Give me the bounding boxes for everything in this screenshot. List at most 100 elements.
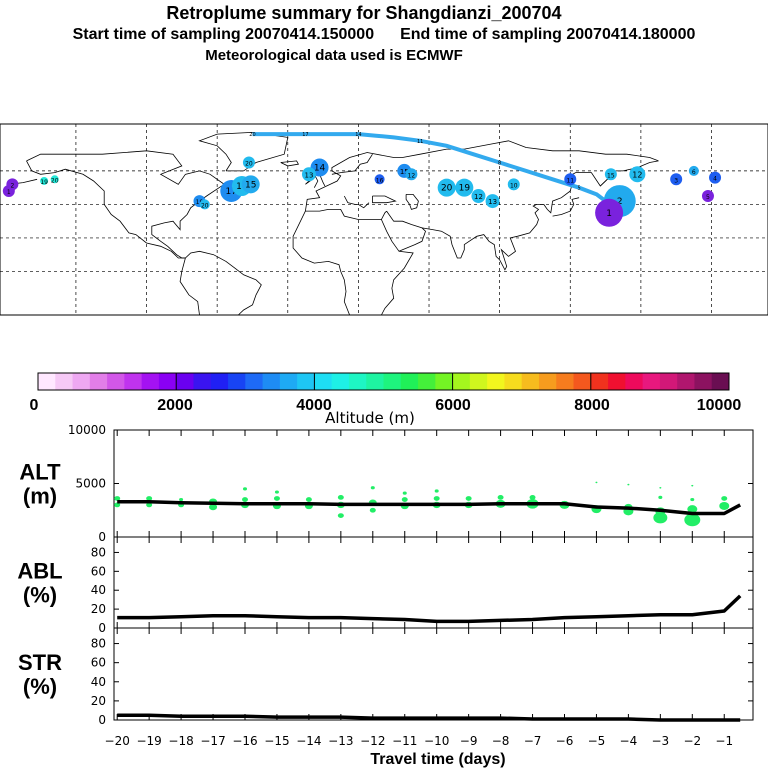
panel-abl: 80 60 40 20 0 ABL(%)	[17, 536, 754, 635]
plume-cluster: 15	[604, 168, 617, 181]
altitude-point	[402, 491, 407, 495]
plume-cluster: 2	[6, 178, 19, 191]
y-tick-label: 5000	[75, 477, 106, 491]
x-tick-label: −8	[492, 734, 510, 748]
colorbar-swatch	[677, 373, 695, 390]
cluster-blob	[701, 190, 714, 203]
colorbar-swatch	[366, 373, 384, 390]
altitude-point	[627, 483, 630, 486]
cluster-blob	[6, 178, 19, 191]
altitude-point	[684, 513, 701, 527]
colorbar-swatch	[55, 373, 74, 390]
altitude-point	[653, 512, 668, 524]
plume-cluster: 19	[455, 178, 474, 197]
cluster-blob	[604, 168, 617, 181]
sampling-times: Start time of sampling 20070414.150000 En…	[0, 26, 768, 44]
colorbar-swatch	[124, 373, 143, 390]
plume-cluster: 10	[507, 178, 520, 191]
cluster-day-label: 20	[201, 202, 209, 209]
cluster-blob	[670, 173, 683, 186]
colorbar-swatch	[228, 373, 246, 390]
y-tick-label: 20	[91, 602, 106, 616]
altitude-point	[691, 484, 694, 487]
altitude-point	[497, 495, 504, 500]
colorbar-swatch	[521, 373, 540, 390]
cluster-day-label: 1	[7, 189, 11, 196]
coastline	[372, 195, 397, 204]
coastline	[179, 257, 200, 316]
panel-ylabel: STR	[18, 650, 62, 675]
y-tick-label: 80	[91, 637, 106, 651]
cluster-day-label: 2	[10, 182, 14, 189]
plume-cluster: 20	[437, 178, 456, 197]
cluster-day-label: 12	[408, 172, 416, 179]
colorbar-tick-label: 8000	[574, 397, 610, 414]
plume-cluster: 15	[241, 175, 260, 194]
x-tick-label: −18	[168, 734, 193, 748]
colorbar-title: Altitude (m)	[325, 409, 415, 427]
colorbar-swatch	[348, 373, 367, 390]
plume-cluster: 20	[50, 175, 59, 184]
panel-frame	[113, 627, 754, 721]
y-tick-label: 80	[91, 545, 106, 559]
x-tick-label: −1	[715, 734, 733, 748]
plume-cluster: 11	[564, 173, 577, 186]
track-day-label: 20	[249, 132, 255, 138]
colorbar-swatch	[452, 373, 471, 390]
cluster-blob	[471, 189, 486, 204]
altitude-point	[114, 496, 121, 501]
altitude-point	[370, 486, 375, 490]
cluster-day-label: 15	[400, 168, 409, 176]
plume-cluster: 20	[242, 156, 255, 169]
time-series-panels: 1000050000ALT(m)806040200ABL(%)806040200…	[17, 423, 754, 768]
y-tick-label: 60	[91, 564, 106, 578]
series-line	[117, 594, 742, 624]
coastline	[343, 195, 370, 209]
cluster-day-label: 4	[713, 176, 717, 183]
plume-cluster: 3	[670, 173, 683, 186]
plume-cluster: 12	[629, 166, 646, 183]
met-data-label: Meteorological data used is ECMWF	[205, 47, 463, 64]
altitude-colorbar	[37, 372, 730, 391]
altitude-point	[369, 507, 376, 513]
x-tick-label: −15	[264, 734, 289, 748]
map-frame	[0, 123, 768, 316]
x-tick-label: −16	[232, 734, 257, 748]
altitude-point	[719, 501, 730, 510]
end-time-label: End time of sampling 20070414.180000	[400, 26, 696, 43]
y-tick-label: 10000	[68, 423, 106, 437]
cluster-blob	[242, 156, 255, 169]
cluster-blob	[374, 174, 385, 185]
colorbar-swatch	[383, 373, 402, 390]
plume-cluster: 20	[199, 199, 210, 210]
colorbar-swatch	[418, 373, 436, 390]
altitude-point	[690, 497, 695, 502]
altitude-point	[209, 503, 218, 511]
cluster-day-label: 5	[706, 194, 710, 201]
cluster-blob	[40, 176, 49, 185]
cluster-blob	[595, 198, 624, 227]
cluster-day-label: 19	[40, 179, 48, 186]
series-line	[117, 499, 742, 516]
plume-cluster: 12	[405, 168, 418, 181]
colorbar-tick-label: 10000	[697, 397, 742, 414]
x-tick-label: −6	[556, 734, 574, 748]
altitude-point	[337, 495, 344, 500]
altitude-point	[337, 513, 344, 518]
x-tick-label: −14	[296, 734, 321, 748]
cluster-blob	[241, 175, 260, 194]
track-line	[252, 132, 613, 213]
altitude-point	[465, 496, 472, 501]
colorbar-swatch	[141, 373, 160, 390]
panel-ylabel: (m)	[23, 484, 57, 509]
altitude-point	[434, 489, 439, 493]
x-tick-label: −3	[651, 734, 669, 748]
y-tick-label: 0	[98, 530, 106, 544]
altitude-point	[114, 502, 121, 508]
start-time-label: Start time of sampling 20070414.150000	[72, 26, 375, 43]
x-tick-label: −5	[588, 734, 606, 748]
track-day-label: 14	[355, 132, 361, 138]
